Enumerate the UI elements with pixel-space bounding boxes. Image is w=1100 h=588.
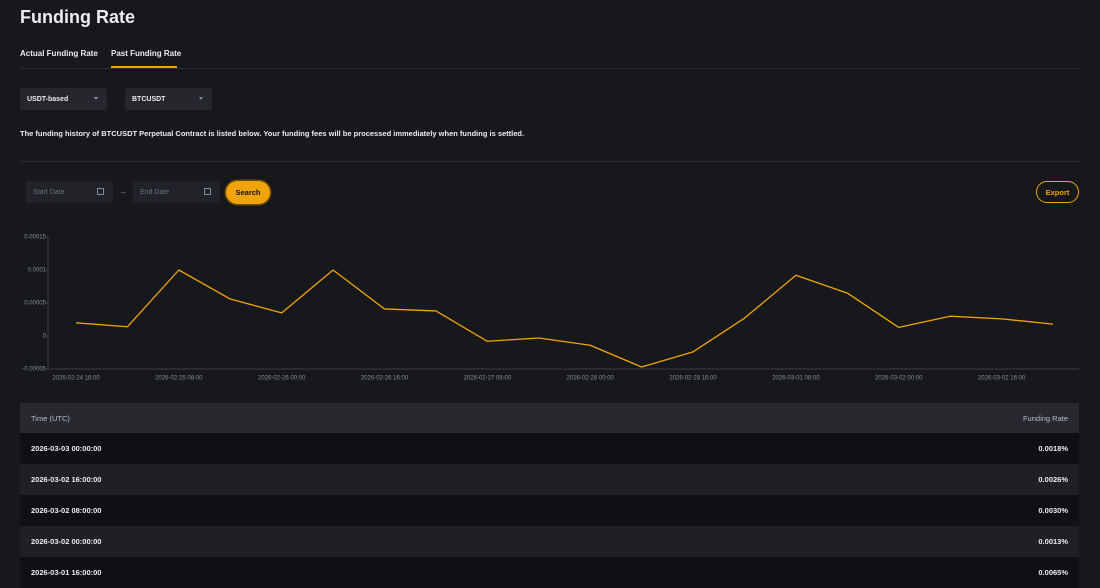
time: 2026-03-02 08:00:00 [31, 506, 102, 515]
tab-indicator [111, 66, 177, 68]
search-button[interactable]: Search [226, 181, 270, 204]
table-row: 2026-03-03 00:00:00 0.0018% [20, 433, 1079, 464]
x-tick-label: 2026-02-28 00:00 [567, 376, 615, 382]
date-input[interactable]: Start Date [26, 181, 113, 203]
time: 2026-03-01 16:00:00 [31, 568, 102, 577]
y-tick-label: -0.00005 [22, 367, 46, 373]
table: Time (UTC) Funding Rate 2026-03-03 00:00… [20, 403, 1079, 588]
column-header: Time (UTC) [31, 413, 70, 423]
calendar-icon [97, 188, 104, 195]
funding-rate: 0.0013% [1038, 537, 1068, 546]
dropdown-label: BTCUSDT [132, 95, 166, 103]
y-tick-label: 0.0001 [28, 268, 47, 274]
x-tick-label: 2026-02-24 16:00 [52, 376, 100, 382]
x-tick-label: 2026-02-26 00:00 [258, 376, 306, 382]
time: 2026-03-02 00:00:00 [31, 537, 102, 546]
dropdown-label: USDT-based [27, 95, 69, 103]
dropdown[interactable]: BTCUSDT [125, 88, 212, 110]
x-tick-label: 2026-02-25 08:00 [155, 376, 203, 382]
funding-rate: 0.0030% [1038, 506, 1068, 515]
funding-rate: 0.0065% [1038, 568, 1068, 577]
divider [20, 68, 1080, 69]
caret [199, 97, 203, 100]
x-tick-label: 2026-02-27 08:00 [464, 376, 512, 382]
page-title: Funding Rate [20, 7, 135, 27]
x-tick-label: 2026-03-01 08:00 [772, 376, 820, 382]
export-button[interactable]: Export [1036, 181, 1079, 203]
tab[interactable]: Past Funding Rate [111, 49, 182, 58]
table-row: 2026-03-01 16:00:00 0.0065% [20, 557, 1079, 588]
date-input[interactable]: End Date [133, 181, 220, 203]
y-tick-label: 0 [43, 334, 47, 340]
line-series [75, 269, 1054, 368]
arrow-icon: → [119, 187, 127, 196]
x-tick-label: 2026-03-02 00:00 [875, 376, 923, 382]
table-row: 2026-03-02 00:00:00 0.0013% [20, 526, 1079, 557]
funding-rate: 0.0018% [1038, 444, 1068, 453]
chart: -0.00005 0 0.00005 0.0001 0.00015 2026-02-24 … [22, 235, 1079, 382]
x-tick-label: 2026-02-28 16:00 [669, 376, 717, 382]
placeholder: Start Date [33, 188, 65, 196]
y-tick-label: 0.00015 [24, 235, 46, 241]
x-tick-label: 2026-03-02 16:00 [978, 376, 1026, 382]
table-row: 2026-03-02 08:00:00 0.0030% [20, 495, 1079, 526]
placeholder: End Date [140, 188, 170, 196]
time: 2026-03-02 16:00:00 [31, 475, 102, 484]
tab[interactable]: Actual Funding Rate [20, 49, 98, 58]
column-header: Funding Rate [1022, 413, 1068, 423]
x-tick-label: 2026-02-26 16:00 [361, 376, 409, 382]
description: The funding history of BTCUSDT Perpetual… [20, 129, 525, 138]
divider [20, 161, 1080, 162]
dropdown[interactable]: USDT-based [20, 88, 107, 110]
caret [94, 97, 98, 100]
time: 2026-03-03 00:00:00 [31, 444, 102, 453]
table-header: Time (UTC) Funding Rate [20, 403, 1079, 433]
funding-rate: 0.0026% [1038, 475, 1068, 484]
calendar-icon [204, 188, 211, 195]
table-row: 2026-03-02 16:00:00 0.0026% [20, 464, 1079, 495]
y-tick-label: 0.00005 [24, 301, 46, 307]
